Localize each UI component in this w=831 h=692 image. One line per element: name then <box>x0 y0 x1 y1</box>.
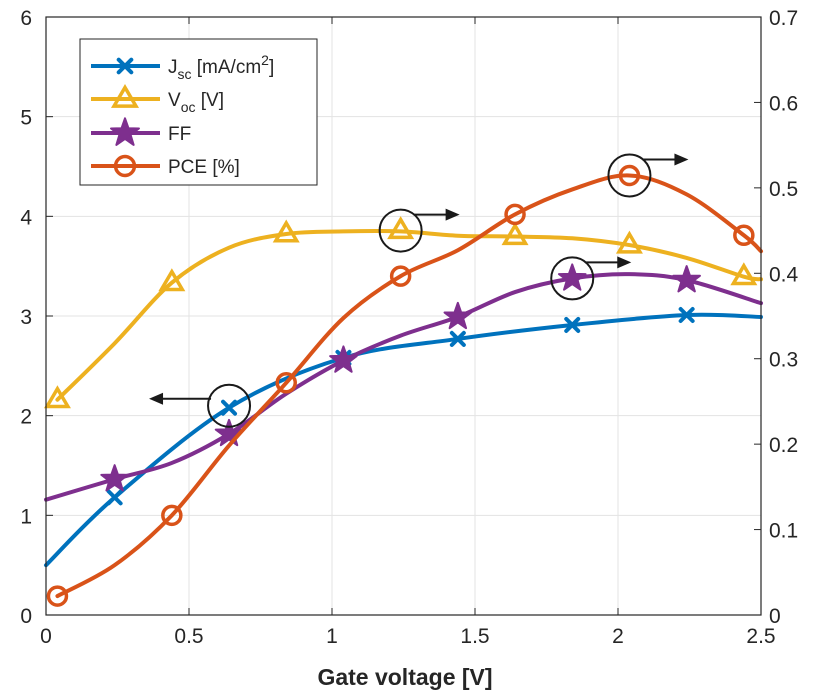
series-line-ff <box>44 272 763 502</box>
legend-entry-voc: Voc [V] <box>91 83 224 115</box>
y-right-tick-label: 0.6 <box>769 92 798 115</box>
data-point-jsc <box>449 330 466 347</box>
series-layer <box>43 164 763 607</box>
data-point-pce <box>504 203 526 226</box>
y-right-tick-label: 0.5 <box>769 178 798 201</box>
series-jsc <box>44 307 763 568</box>
legend-label-pce: PCE [%] <box>168 157 240 178</box>
indicator-arrow-head <box>445 208 460 221</box>
data-point-pce <box>275 372 297 394</box>
x-tick-label: 2 <box>612 625 624 648</box>
series-line-pce <box>55 173 763 599</box>
x-tick-label: 2.5 <box>746 625 775 648</box>
x-tick-label: 0.5 <box>174 625 203 648</box>
x-tick-label: 0 <box>40 625 52 648</box>
data-point-ff <box>100 464 129 492</box>
data-point-pce <box>733 224 755 247</box>
axes: 0 0.5 1 1.5 2 2.5012345600.10.20.30.40.50.60.… <box>20 7 798 648</box>
y-right-tick-label: 0.4 <box>769 263 799 286</box>
series-line-voc <box>55 228 763 402</box>
data-point-ff <box>214 418 244 447</box>
indicator-arrow-head <box>617 256 632 269</box>
data-point-pce <box>161 504 183 527</box>
y-left-tick-label: 4 <box>20 206 32 229</box>
legend-label-jsc: Jsc [mA/cm2] <box>168 52 274 82</box>
y-right-tick-label: 0.1 <box>769 520 798 543</box>
y-right-tick-label: 0.2 <box>769 434 798 457</box>
voc-right-axis-indicator <box>378 208 460 253</box>
indicator-circle <box>550 256 595 301</box>
data-point-jsc <box>678 307 695 324</box>
data-point-voc <box>387 216 415 240</box>
legend-marker-pce <box>113 154 137 178</box>
y-left-tick-label: 0 <box>20 605 32 628</box>
legend-box <box>79 38 318 186</box>
legend-marker-ff <box>110 117 140 146</box>
y-left-tick-label: 6 <box>20 7 32 30</box>
indicator-circle <box>607 153 652 198</box>
indicator-arrow-head <box>149 392 164 405</box>
data-point-pce <box>46 585 69 607</box>
data-point-voc <box>43 385 71 409</box>
legend-marker-voc <box>110 83 140 108</box>
data-point-ff <box>443 301 473 330</box>
indicator-arrow-head <box>674 153 689 166</box>
y-right-tick-label: 0 <box>769 605 781 628</box>
pce-right-axis-indicator <box>607 153 689 198</box>
data-point-voc <box>158 268 186 292</box>
jsc-left-axis-indicator <box>149 383 252 428</box>
indicator-circle <box>378 208 423 253</box>
plot-frame <box>45 16 762 616</box>
ff-right-axis-indicator <box>550 256 632 301</box>
x-axis-title: Gate voltage [V] <box>317 664 492 690</box>
series-pce <box>46 164 763 607</box>
data-point-pce <box>618 164 641 187</box>
indicator-circle <box>207 383 252 428</box>
data-point-voc <box>730 262 758 286</box>
data-point-jsc <box>106 489 123 506</box>
legend-label-ff: FF <box>168 124 191 145</box>
series-line-jsc <box>44 312 763 568</box>
legend-entry-jsc: Jsc [mA/cm2] <box>91 52 274 82</box>
data-point-pce <box>389 265 412 287</box>
data-point-ff <box>329 345 358 373</box>
data-point-voc <box>615 230 643 254</box>
data-point-jsc <box>221 399 238 416</box>
data-point-voc <box>272 219 300 243</box>
y-left-tick-label: 2 <box>20 406 32 429</box>
legend-marker-jsc <box>116 57 134 75</box>
legend-entry-ff: FF <box>91 117 191 146</box>
data-point-ff <box>672 265 701 293</box>
series-ff <box>44 263 763 502</box>
series-voc <box>43 216 763 409</box>
data-point-voc <box>501 222 529 246</box>
legend-label-voc: Voc [V] <box>168 90 224 115</box>
x-tick-label: 1 <box>326 625 338 648</box>
y-left-tick-label: 3 <box>20 306 32 329</box>
y-left-tick-label: 5 <box>20 107 32 130</box>
legend-entry-pce: PCE [%] <box>91 154 240 178</box>
x-tick-label: 1.5 <box>460 625 489 648</box>
y-right-tick-label: 0.7 <box>769 7 798 30</box>
y-right-tick-label: 0.3 <box>769 349 798 372</box>
y-left-tick-label: 1 <box>20 505 32 528</box>
data-point-ff <box>557 263 587 291</box>
legend: Jsc [mA/cm2] Voc [V] FF PCE [%] <box>79 38 318 186</box>
data-point-jsc <box>564 316 581 333</box>
annotation-layer <box>149 153 689 428</box>
